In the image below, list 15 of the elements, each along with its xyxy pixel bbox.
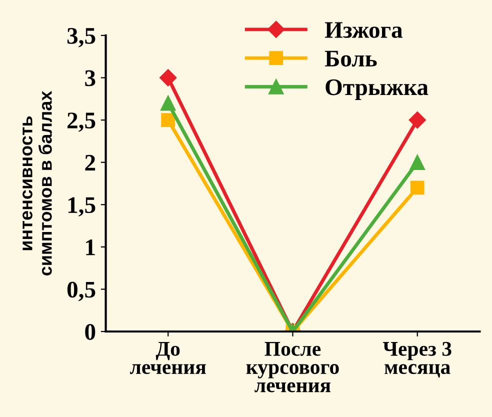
legend-label: Отрыжка [326, 79, 428, 100]
y-tick-label: 0 [85, 324, 96, 340]
y-axis-title: интенсивность симптомов в баллах [22, 90, 52, 276]
legend-label: Изжога [324, 22, 402, 38]
y-tick-label: 1,5 [68, 197, 96, 216]
y-tick-label: 0,5 [67, 282, 96, 302]
y-tick-label: 2 [85, 154, 96, 171]
x-tick-label: После курсового лечения [246, 342, 339, 392]
x-tick-label: Через 3 месяца [382, 342, 452, 378]
legend-label: Боль [324, 50, 377, 67]
x-tick-label: До лечения [130, 342, 206, 374]
y-tick-label: 3 [85, 70, 96, 86]
y-tick-label: 3,5 [67, 28, 96, 48]
y-tick-label: 2,5 [68, 112, 96, 132]
y-tick-label: 1 [86, 240, 95, 256]
